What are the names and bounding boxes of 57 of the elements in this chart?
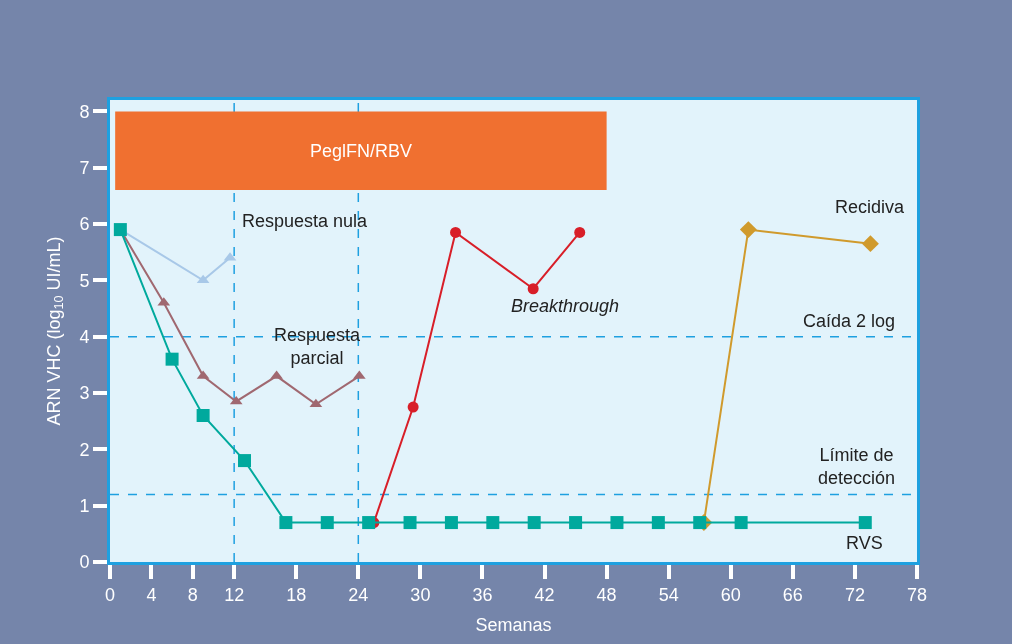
point	[444, 516, 458, 530]
x-tick-label: 54	[658, 584, 679, 605]
y-tick-label: 8	[79, 101, 90, 122]
x-tick-label: 66	[782, 584, 803, 605]
point	[693, 516, 707, 530]
x-tick-label: 18	[286, 584, 307, 605]
x-tick-label: 42	[534, 584, 555, 605]
point	[238, 454, 251, 468]
ref-line-label: Caída 2 log	[803, 311, 896, 331]
point	[279, 516, 293, 530]
x-tick-label: 24	[348, 584, 369, 605]
point	[403, 516, 417, 530]
point	[734, 516, 748, 530]
y-tick-label: 3	[79, 383, 90, 404]
point	[229, 395, 243, 405]
y-tick-label: 5	[79, 270, 90, 291]
series-label: Respuesta parcial	[274, 325, 362, 369]
x-tick-label: 78	[906, 584, 928, 605]
band-label: PeglFN/RBV	[310, 141, 413, 161]
point	[113, 223, 127, 237]
point	[651, 516, 665, 530]
x-tick-label: 72	[844, 584, 865, 605]
point	[320, 516, 334, 530]
point	[362, 516, 376, 530]
point	[739, 221, 757, 239]
point	[610, 516, 624, 530]
point	[407, 401, 419, 413]
y-tick-label: 1	[79, 495, 90, 516]
point	[858, 516, 872, 530]
x-tick-label: 36	[472, 584, 493, 605]
x-tick-label: 4	[146, 584, 157, 605]
x-axis-title: Semanas	[475, 614, 552, 635]
ref-line-label: Límite de detección	[818, 445, 896, 489]
series-label: Respuesta nula	[242, 211, 369, 231]
y-tick-label: 6	[79, 214, 90, 235]
point	[486, 516, 500, 530]
y-tick-label: 2	[79, 439, 90, 460]
x-tick-label: 30	[410, 584, 431, 605]
point	[196, 409, 210, 423]
y-tick-label: 0	[79, 552, 90, 573]
point	[527, 516, 541, 530]
y-tick-label: 7	[79, 157, 90, 178]
point	[861, 235, 879, 253]
point	[569, 516, 583, 530]
point	[450, 226, 462, 238]
series-label: RVS	[846, 533, 883, 553]
y-tick-label: 4	[79, 326, 90, 347]
series-label: Recidiva	[835, 197, 906, 217]
point	[527, 283, 539, 295]
x-tick-label: 60	[720, 584, 741, 605]
x-tick-label: 8	[187, 584, 198, 605]
series-label: Breakthrough	[511, 296, 620, 316]
x-tick-label: 12	[224, 584, 245, 605]
x-tick-label: 0	[104, 584, 116, 605]
x-tick-label: 48	[596, 584, 617, 605]
point	[165, 352, 179, 366]
point	[574, 226, 586, 238]
